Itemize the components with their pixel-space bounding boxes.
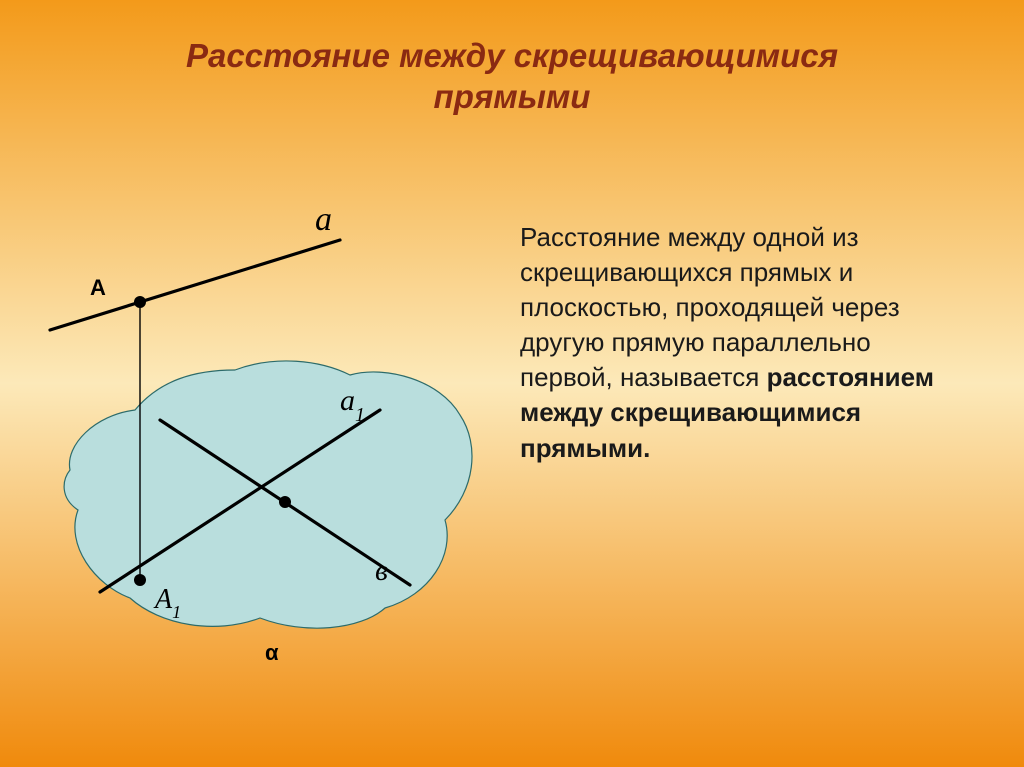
plane-alpha [64,361,472,628]
title-line-2: прямыми [0,76,1024,117]
label-b: в [375,554,388,587]
diagram-svg: aa1вAA1α [40,210,490,670]
point-a [134,296,146,308]
point-intersection [279,496,291,508]
slide-title: Расстояние между скрещивающимися прямыми [0,0,1024,118]
definition-text: Расстояние между одной из скрещивающихся… [520,220,970,466]
label-a: a [315,201,332,238]
label-A: A [90,275,106,300]
label-alpha: α [265,640,279,665]
slide-content: aa1вAA1α Расстояние между одной из скрещ… [0,170,1024,767]
point-a1 [134,574,146,586]
title-line-1: Расстояние между скрещивающимися [0,35,1024,76]
diagram-container: aa1вAA1α [40,210,490,670]
